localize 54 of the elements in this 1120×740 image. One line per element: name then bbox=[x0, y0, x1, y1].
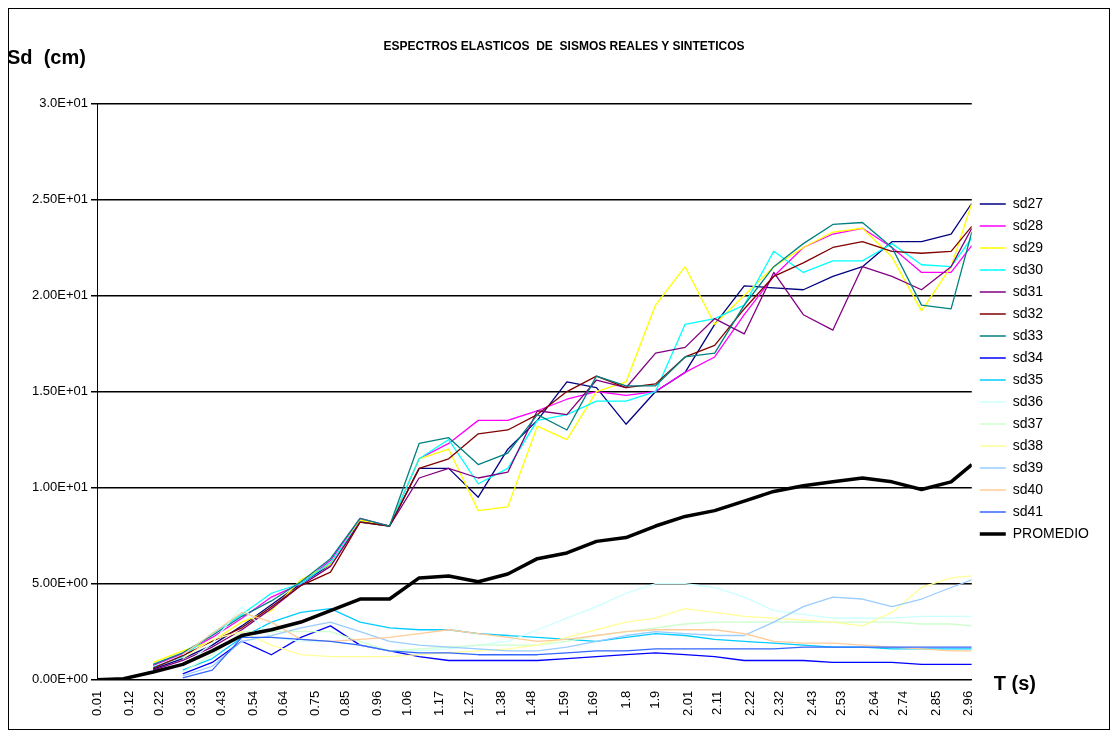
x-tick-label: 1.48 bbox=[523, 690, 539, 717]
x-tick-label: 1.59 bbox=[555, 690, 571, 717]
y-tick-label: 2.50E+01 bbox=[31, 191, 89, 207]
chart-title: ESPECTROS ELASTICOS DE SISMOS REALES Y SINTETICOS bbox=[383, 38, 745, 53]
legend-label: sd38 bbox=[1012, 436, 1044, 453]
x-tick-label: 0.85 bbox=[336, 690, 352, 717]
x-tick-label: 1.38 bbox=[493, 690, 509, 717]
x-tick-label: 0.75 bbox=[307, 690, 323, 717]
x-tick-label: 2.11 bbox=[709, 690, 725, 716]
x-tick-label: 2.96 bbox=[960, 690, 976, 717]
x-tick-label: 2.53 bbox=[833, 690, 849, 717]
x-tick-label: 2.64 bbox=[865, 690, 881, 717]
x-tick-label: 1.17 bbox=[431, 690, 447, 717]
x-tick-label: 1.9 bbox=[647, 690, 663, 709]
legend-label: sd29 bbox=[1012, 238, 1044, 255]
x-tick-label: 2.85 bbox=[927, 690, 943, 717]
legend-label: sd28 bbox=[1012, 216, 1044, 233]
y-tick-label: 1.00E+01 bbox=[31, 479, 89, 495]
y-tick-label: 2.00E+01 bbox=[31, 287, 89, 303]
y-tick-label: 3.0E+01 bbox=[39, 94, 89, 110]
x-tick-label: 2.22 bbox=[741, 690, 757, 717]
legend-label: sd31 bbox=[1012, 282, 1044, 299]
legend-label: sd27 bbox=[1012, 194, 1044, 211]
y-tick-label: 0.00E+00 bbox=[31, 671, 89, 687]
legend-label: sd36 bbox=[1012, 392, 1044, 409]
legend-label: sd30 bbox=[1012, 260, 1044, 277]
y-tick-label: 1.50E+01 bbox=[31, 383, 89, 399]
legend-label: sd33 bbox=[1012, 326, 1044, 343]
x-tick-label: 1.27 bbox=[460, 690, 476, 717]
x-tick-label: 1.06 bbox=[398, 690, 414, 717]
x-tick-label: 0.64 bbox=[274, 690, 290, 717]
legend-label: sd41 bbox=[1012, 502, 1044, 519]
x-tick-label: 0.96 bbox=[369, 690, 385, 717]
x-tick-label: 0.12 bbox=[121, 690, 137, 717]
legend-label: sd40 bbox=[1012, 480, 1044, 497]
x-axis-title: T (s) bbox=[993, 672, 1036, 695]
x-tick-label: 1.69 bbox=[585, 690, 601, 717]
x-tick-label: 0.43 bbox=[212, 690, 228, 717]
legend-label: sd39 bbox=[1012, 458, 1044, 475]
legend-label: sd37 bbox=[1012, 414, 1044, 431]
y-tick-label: 5.00E+00 bbox=[31, 575, 89, 591]
x-tick-label: 0.54 bbox=[245, 690, 261, 717]
x-tick-label: 2.01 bbox=[679, 690, 695, 717]
legend-label: sd32 bbox=[1012, 304, 1044, 321]
x-tick-label: 0.01 bbox=[88, 690, 104, 717]
x-tick-label: 2.43 bbox=[803, 690, 819, 717]
x-tick-label: 1.8 bbox=[617, 690, 633, 709]
legend-label: sd35 bbox=[1012, 370, 1044, 387]
x-tick-label: 2.32 bbox=[771, 690, 787, 717]
x-tick-label: 0.33 bbox=[183, 690, 199, 717]
x-tick-label: 0.22 bbox=[150, 690, 166, 717]
legend-label: PROMEDIO bbox=[1012, 524, 1090, 541]
x-tick-label: 2.74 bbox=[895, 690, 911, 717]
legend-label: sd34 bbox=[1012, 348, 1044, 365]
